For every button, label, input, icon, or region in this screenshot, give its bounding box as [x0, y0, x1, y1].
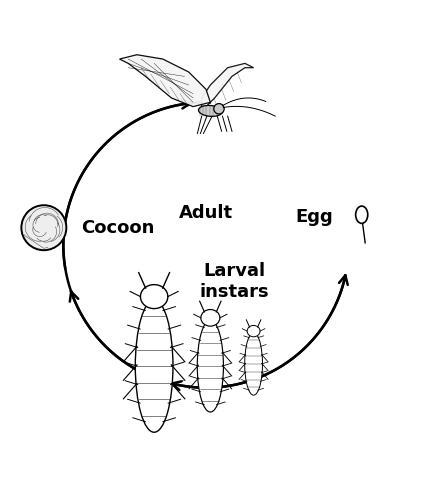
Ellipse shape [356, 206, 368, 223]
Ellipse shape [135, 300, 173, 432]
Ellipse shape [141, 285, 168, 309]
Ellipse shape [247, 325, 260, 337]
Circle shape [214, 103, 224, 114]
Ellipse shape [245, 333, 262, 395]
Text: Adult: Adult [179, 204, 233, 222]
Text: Larval
instars: Larval instars [199, 262, 269, 301]
Circle shape [21, 205, 66, 250]
Polygon shape [120, 55, 210, 107]
Ellipse shape [198, 105, 222, 117]
Text: Cocoon: Cocoon [81, 219, 154, 237]
Text: Egg: Egg [295, 208, 333, 226]
Ellipse shape [201, 310, 220, 326]
Polygon shape [202, 63, 254, 107]
Ellipse shape [197, 320, 223, 412]
